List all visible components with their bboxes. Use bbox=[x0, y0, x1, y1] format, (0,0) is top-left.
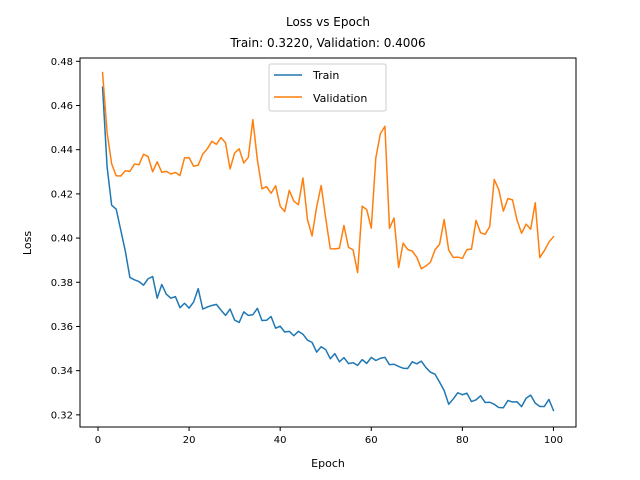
x-axis-label: Epoch bbox=[311, 457, 345, 470]
y-axis-ticks: 0.32 0.34 0.36 0.38 0.40 0.42 0.44 0.46 0.48 bbox=[51, 57, 80, 421]
legend-label-validation: Validation bbox=[313, 92, 367, 105]
y-tick-label: 0.42 bbox=[51, 189, 73, 200]
x-axis-ticks: 0 20 40 60 80 100 bbox=[95, 427, 563, 446]
y-tick-label: 0.36 bbox=[51, 322, 73, 333]
series-layer bbox=[101, 71, 555, 412]
series-line-train bbox=[101, 86, 555, 412]
y-axis-label: Loss bbox=[21, 231, 34, 255]
legend: Train Validation bbox=[268, 63, 387, 112]
legend-label-train: Train bbox=[312, 69, 339, 82]
x-tick-label: 100 bbox=[544, 435, 563, 446]
axes-frame bbox=[79, 57, 577, 428]
y-tick-label: 0.38 bbox=[51, 278, 73, 289]
y-tick-label: 0.48 bbox=[51, 57, 73, 68]
y-tick-label: 0.46 bbox=[51, 101, 73, 112]
x-tick-label: 20 bbox=[183, 435, 196, 446]
y-tick-label: 0.40 bbox=[51, 234, 73, 245]
x-tick-label: 0 bbox=[95, 435, 101, 446]
chart-subtitle: Train: 0.3220, Validation: 0.4006 bbox=[229, 36, 425, 50]
y-tick-label: 0.44 bbox=[51, 145, 73, 156]
x-tick-label: 80 bbox=[456, 435, 469, 446]
chart-title: Loss vs Epoch bbox=[286, 15, 370, 29]
x-tick-label: 40 bbox=[274, 435, 287, 446]
y-tick-label: 0.34 bbox=[51, 366, 73, 377]
y-tick-label: 0.32 bbox=[51, 410, 73, 421]
series-line-validation bbox=[101, 71, 555, 274]
x-tick-label: 60 bbox=[365, 435, 378, 446]
